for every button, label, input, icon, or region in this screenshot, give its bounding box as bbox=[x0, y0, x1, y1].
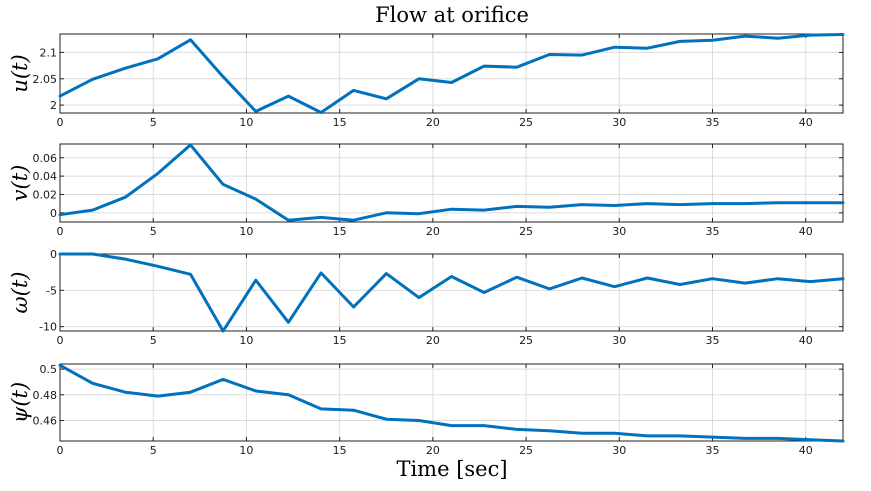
subplot-2: 0 5 10 15 20 25 30 35 40 0 0.02 0.04 0.06v(t) bbox=[8, 143, 845, 238]
x-tick-label: 30 bbox=[612, 116, 626, 129]
x-tick-label: 5 bbox=[150, 444, 157, 457]
axes-box bbox=[59, 143, 844, 223]
series-line bbox=[58, 363, 845, 443]
y-tick-label: 0.04 bbox=[33, 170, 58, 183]
x-tick-label: 10 bbox=[239, 444, 253, 457]
subplot-1: 0 5 10 15 20 25 30 35 40 2 2.05 2.1 u(t) bbox=[8, 33, 845, 129]
x-tick-label: 20 bbox=[426, 334, 440, 347]
x-tick-label: 40 bbox=[799, 444, 813, 457]
x-tick-label: 15 bbox=[333, 116, 347, 129]
y-tick-label: 2.05 bbox=[33, 73, 58, 86]
y-axis-label: v(t) bbox=[8, 165, 32, 202]
y-axis-label: u(t) bbox=[8, 54, 32, 92]
series-line bbox=[58, 143, 845, 222]
x-tick-label: 25 bbox=[519, 225, 533, 238]
x-tick-label: 20 bbox=[426, 444, 440, 457]
x-tick-label: 30 bbox=[612, 225, 626, 238]
y-tick-label: 2 bbox=[50, 99, 57, 112]
x-tick-label: 15 bbox=[333, 225, 347, 238]
y-tick-label: 0.46 bbox=[33, 414, 58, 427]
axes-box bbox=[59, 253, 844, 332]
subplot-4: 0 5 10 15 20 25 30 35 40 0.46 0.48 0.5 ψ(t) bbox=[8, 363, 845, 457]
y-tick-label: 0 bbox=[50, 248, 57, 261]
y-tick-label: 2.1 bbox=[40, 46, 58, 59]
x-tick-label: 35 bbox=[706, 444, 720, 457]
x-tick-label: 40 bbox=[799, 225, 813, 238]
x-tick-label: 35 bbox=[706, 116, 720, 129]
x-tick-label: 10 bbox=[239, 334, 253, 347]
axes-box bbox=[59, 363, 844, 442]
y-axis-label: ψ(t) bbox=[8, 382, 32, 423]
subplots: 0 5 10 15 20 25 30 35 40 2 2.05 2.1 u(t) 0 5 10 15 20 25 30… bbox=[8, 33, 845, 457]
x-tick-label: 15 bbox=[333, 334, 347, 347]
y-tick-label: 0 bbox=[50, 207, 57, 220]
x-tick-label: 5 bbox=[150, 116, 157, 129]
x-tick-label: 35 bbox=[706, 334, 720, 347]
subplot-3: 0 5 10 15 20 25 30 35 40 -10 -5 0 ω(t) bbox=[8, 248, 845, 347]
x-tick-label: 10 bbox=[239, 225, 253, 238]
series-line bbox=[58, 33, 845, 114]
x-tick-label: 35 bbox=[706, 225, 720, 238]
x-tick-label: 0 bbox=[57, 225, 64, 238]
x-tick-label: 25 bbox=[519, 334, 533, 347]
x-axis-label: Time [sec] bbox=[396, 457, 507, 481]
x-tick-label: 0 bbox=[57, 444, 64, 457]
y-tick-label: 0.5 bbox=[40, 363, 58, 376]
x-tick-label: 30 bbox=[612, 334, 626, 347]
x-tick-label: 25 bbox=[519, 444, 533, 457]
y-tick-label: 0.48 bbox=[33, 389, 58, 402]
x-tick-label: 15 bbox=[333, 444, 347, 457]
y-tick-label: -5 bbox=[46, 284, 57, 297]
y-axis-label: ω(t) bbox=[8, 272, 32, 314]
x-tick-label: 10 bbox=[239, 116, 253, 129]
x-tick-label: 20 bbox=[426, 116, 440, 129]
y-tick-label: 0.02 bbox=[33, 188, 58, 201]
y-tick-label: 0.06 bbox=[33, 152, 58, 165]
x-tick-label: 40 bbox=[799, 116, 813, 129]
x-tick-label: 0 bbox=[57, 116, 64, 129]
x-tick-label: 40 bbox=[799, 334, 813, 347]
chart-title: Flow at orifice bbox=[375, 3, 529, 27]
y-tick-label: -10 bbox=[39, 321, 57, 334]
x-tick-label: 5 bbox=[150, 225, 157, 238]
x-tick-label: 20 bbox=[426, 225, 440, 238]
x-tick-label: 0 bbox=[57, 334, 64, 347]
x-tick-label: 5 bbox=[150, 334, 157, 347]
series-line bbox=[58, 252, 845, 333]
x-tick-label: 30 bbox=[612, 444, 626, 457]
axes-box bbox=[59, 33, 844, 114]
x-tick-label: 25 bbox=[519, 116, 533, 129]
